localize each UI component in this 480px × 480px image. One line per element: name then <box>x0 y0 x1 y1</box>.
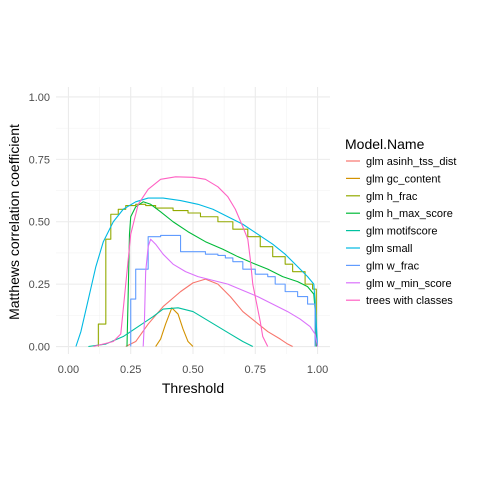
series-line-6 <box>130 234 316 347</box>
y-axis-tick-labels: 0.00 0.25 0.50 0.75 1.00 <box>29 92 50 354</box>
y-tick-label: 0.50 <box>29 217 50 229</box>
series-line-0 <box>125 278 293 348</box>
x-tick-label: 0.50 <box>182 364 203 376</box>
series-line-3 <box>126 201 317 347</box>
series-line-7 <box>142 238 319 347</box>
y-tick-label: 0.00 <box>29 342 50 354</box>
legend-key-label: trees with classes <box>366 295 453 307</box>
series-line-8 <box>93 176 269 348</box>
x-tick-label: 0.00 <box>58 364 79 376</box>
y-tick-label: 1.00 <box>29 92 50 104</box>
x-tick-label: 0.75 <box>245 364 266 376</box>
legend-title: Model.Name <box>345 136 425 152</box>
legend-key-label: glm w_min_score <box>366 278 452 290</box>
series-line-5 <box>75 197 319 347</box>
legend-key-label: glm small <box>366 243 412 255</box>
x-tick-label: 0.25 <box>120 364 141 376</box>
legend-key-label: glm gc_content <box>366 173 441 185</box>
x-axis-title: Threshold <box>162 380 224 396</box>
x-tick-label: 1.00 <box>307 364 328 376</box>
y-axis-title: Matthews correlation coefficient <box>6 124 22 320</box>
legend-key-label: glm w_frac <box>366 260 420 272</box>
series-line-4 <box>88 307 254 348</box>
series-line-2 <box>97 203 317 347</box>
legend-key-label: glm h_frac <box>366 191 418 203</box>
legend-key-label: glm asinh_tss_dist <box>366 156 457 168</box>
legend-key-label: glm h_max_score <box>366 208 453 220</box>
series-line-1 <box>155 307 194 347</box>
series-lines <box>75 176 319 348</box>
legend-key-label: glm motifscore <box>366 226 438 238</box>
y-tick-label: 0.75 <box>29 154 50 166</box>
y-tick-label: 0.25 <box>29 279 50 291</box>
x-axis-tick-labels: 0.00 0.25 0.50 0.75 1.00 <box>58 364 329 376</box>
